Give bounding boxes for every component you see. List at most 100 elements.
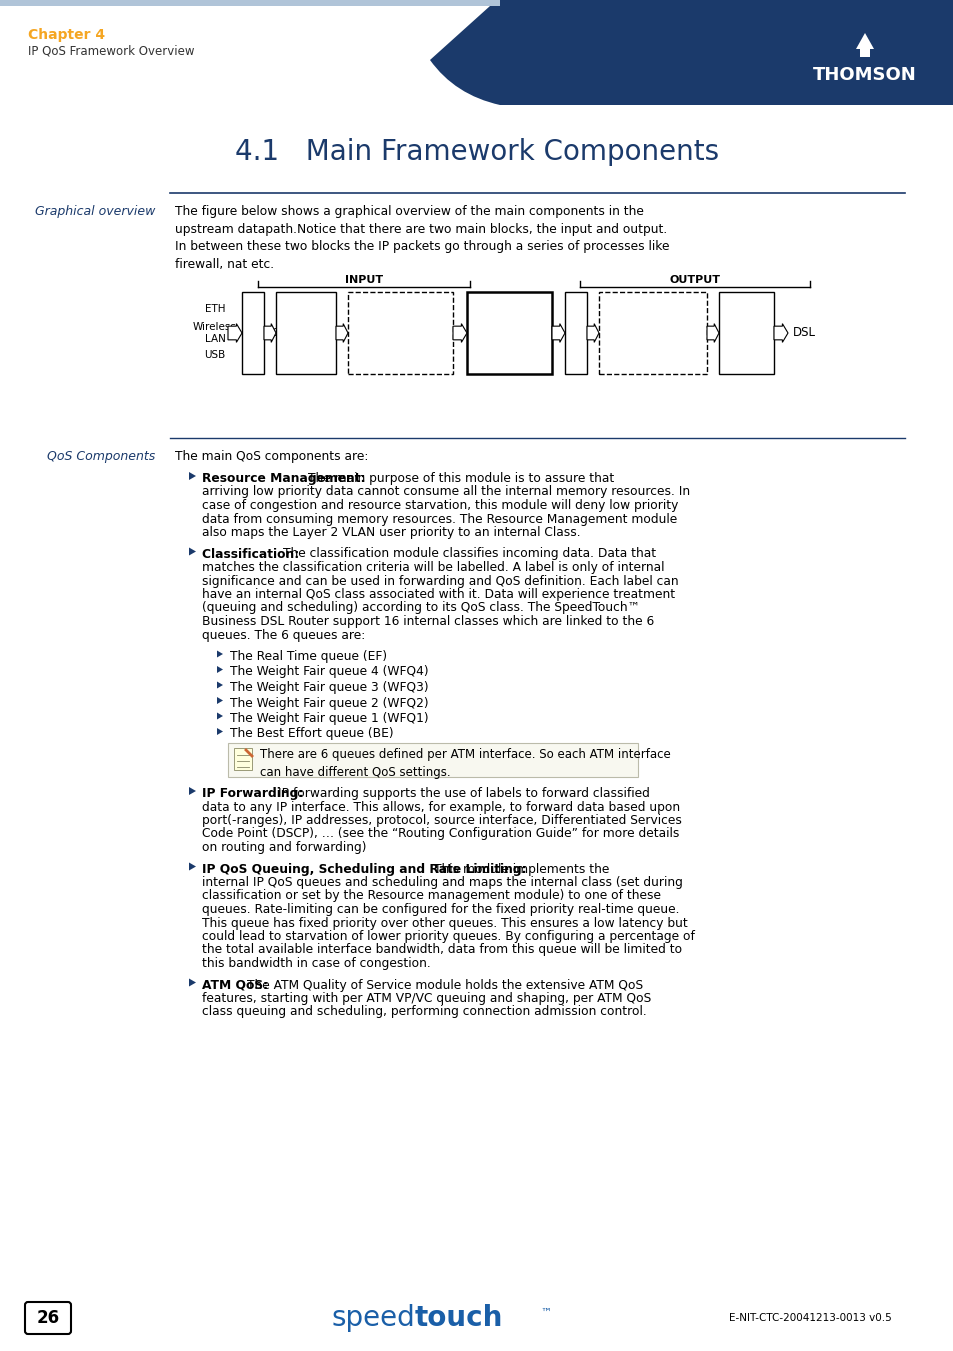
Polygon shape — [216, 697, 223, 704]
Text: The Weight Fair queue 3 (WFQ3): The Weight Fair queue 3 (WFQ3) — [230, 681, 428, 694]
Text: IP forwarding supports the use of labels to forward classified: IP forwarding supports the use of labels… — [277, 788, 649, 800]
Text: arriving low priority data cannot consume all the internal memory resources. In: arriving low priority data cannot consum… — [202, 485, 689, 499]
Polygon shape — [216, 728, 223, 735]
Text: The Weight Fair queue 1 (WFQ1): The Weight Fair queue 1 (WFQ1) — [230, 712, 428, 725]
PathPatch shape — [430, 5, 953, 105]
Polygon shape — [216, 666, 223, 673]
Text: features, starting with per ATM VP/VC queuing and shaping, per ATM QoS: features, starting with per ATM VP/VC qu… — [202, 992, 651, 1005]
Polygon shape — [216, 712, 223, 720]
Bar — [275, 292, 335, 374]
FancyBboxPatch shape — [25, 1302, 71, 1333]
Text: The main QoS components are:: The main QoS components are: — [174, 450, 368, 463]
Text: could lead to starvation of lower priority queues. By configuring a percentage o: could lead to starvation of lower priori… — [202, 929, 694, 943]
Text: OUTPUT: OUTPUT — [669, 276, 720, 285]
Text: The classification module classifies incoming data. Data that: The classification module classifies inc… — [282, 547, 656, 561]
Text: queues. Rate-limiting can be configured for the fixed priority real-time queue.: queues. Rate-limiting can be configured … — [202, 902, 679, 916]
Text: destination
or
label-based: destination or label-based — [372, 328, 428, 363]
Text: IP forwarding: IP forwarding — [368, 305, 432, 316]
Text: matches the classification criteria will be labelled. A label is only of interna: matches the classification criteria will… — [202, 561, 664, 574]
Bar — [719, 292, 773, 374]
Polygon shape — [189, 471, 195, 480]
Text: In between these two blocks the IP packets go through a series of processes like: In between these two blocks the IP packe… — [174, 240, 669, 272]
Text: The figure below shows a graphical overview of the main components in the
upstre: The figure below shows a graphical overv… — [174, 205, 666, 236]
Text: data to any IP interface. This allows, for example, to forward data based upon: data to any IP interface. This allows, f… — [202, 801, 679, 813]
Text: ™: ™ — [539, 1308, 551, 1319]
Text: RESOURCE
MANAGEMENT: RESOURCE MANAGEMENT — [569, 308, 582, 358]
Text: QoS Components: QoS Components — [47, 450, 154, 463]
Text: The Weight Fair queue 4 (WFQ4): The Weight Fair queue 4 (WFQ4) — [230, 666, 428, 678]
Text: The ATM Quality of Service module holds the extensive ATM QoS: The ATM Quality of Service module holds … — [247, 978, 643, 992]
Text: E-NIT-CTC-20041213-0013 v0.5: E-NIT-CTC-20041213-0013 v0.5 — [728, 1313, 890, 1323]
Bar — [348, 292, 453, 374]
Text: Resource Management:: Resource Management: — [202, 471, 370, 485]
Text: ATM QoS:: ATM QoS: — [202, 978, 273, 992]
Polygon shape — [855, 32, 873, 57]
Text: This queue has fixed priority over other queues. This ensures a low latency but: This queue has fixed priority over other… — [202, 916, 687, 929]
Bar — [598, 292, 706, 374]
Text: speed: speed — [331, 1304, 415, 1332]
Bar — [242, 292, 264, 374]
Text: Business DSL Router support 16 internal classes which are linked to the 6: Business DSL Router support 16 internal … — [202, 615, 654, 628]
Polygon shape — [706, 324, 719, 342]
Polygon shape — [189, 978, 195, 986]
Bar — [233, 748, 252, 770]
Text: case of congestion and resource starvation, this module will deny low priority: case of congestion and resource starvati… — [202, 499, 678, 512]
Text: RESOURCE
MANAGEMENT: RESOURCE MANAGEMENT — [246, 308, 259, 358]
Text: port(-ranges), IP addresses, protocol, source interface, Differentiated Services: port(-ranges), IP addresses, protocol, s… — [202, 815, 681, 827]
Polygon shape — [228, 324, 242, 342]
Text: 26: 26 — [36, 1309, 59, 1327]
Polygon shape — [189, 788, 195, 794]
Polygon shape — [264, 324, 275, 342]
Polygon shape — [335, 324, 348, 342]
Text: There are 6 queues defined per ATM interface. So each ATM interface
can have dif: There are 6 queues defined per ATM inter… — [260, 748, 670, 780]
Text: USB: USB — [204, 350, 226, 359]
Text: IP Forwarding:: IP Forwarding: — [202, 788, 307, 800]
Text: INPUT: INPUT — [345, 276, 383, 285]
Text: THOMSON: THOMSON — [812, 66, 916, 84]
Text: ETH: ETH — [205, 304, 225, 313]
Polygon shape — [586, 324, 598, 342]
Text: Packect
handeling: Packect handeling — [474, 317, 543, 349]
Bar — [0, 0, 953, 5]
Text: DSL: DSL — [792, 327, 815, 339]
Text: Wireless
LAN: Wireless LAN — [193, 322, 236, 345]
Bar — [467, 292, 552, 374]
Polygon shape — [216, 650, 223, 658]
Text: The Best Effort queue (BE): The Best Effort queue (BE) — [230, 727, 394, 740]
Text: The Weight Fair queue 2 (WFQ2): The Weight Fair queue 2 (WFQ2) — [230, 697, 428, 709]
Text: Graphical overview: Graphical overview — [34, 205, 154, 218]
Text: data from consuming memory resources. The Resource Management module: data from consuming memory resources. Th… — [202, 512, 677, 526]
Text: IP QoS Queuing, Scheduling and Rate Limiting:: IP QoS Queuing, Scheduling and Rate Limi… — [202, 862, 530, 875]
Text: on routing and forwarding): on routing and forwarding) — [202, 842, 366, 854]
Text: Classification: Classification — [271, 328, 340, 338]
Text: IP QoS
queuing
+
scheduling
+
rate limiting: IP QoS queuing + scheduling + rate limit… — [624, 305, 680, 370]
Text: internal IP QoS queues and scheduling and maps the internal class (set during: internal IP QoS queues and scheduling an… — [202, 875, 682, 889]
Text: The Real Time queue (EF): The Real Time queue (EF) — [230, 650, 387, 663]
Text: touch: touch — [415, 1304, 503, 1332]
Text: (queuing and scheduling) according to its QoS class. The SpeedTouch™: (queuing and scheduling) according to it… — [202, 601, 639, 615]
Bar — [564, 292, 586, 374]
Polygon shape — [189, 862, 195, 870]
Text: Chapter 4: Chapter 4 — [28, 28, 105, 42]
Text: ATM
QoS: ATM QoS — [734, 322, 757, 345]
Text: This module implements the: This module implements the — [434, 862, 609, 875]
Polygon shape — [216, 681, 223, 689]
Text: queues. The 6 queues are:: queues. The 6 queues are: — [202, 628, 365, 642]
Text: have an internal QoS class associated with it. Data will experience treatment: have an internal QoS class associated wi… — [202, 588, 675, 601]
Text: also maps the Layer 2 VLAN user priority to an internal Class.: also maps the Layer 2 VLAN user priority… — [202, 526, 580, 539]
Bar — [499, 0, 953, 105]
Text: the total available interface bandwidth, data from this queue will be limited to: the total available interface bandwidth,… — [202, 943, 681, 957]
Text: 4.1   Main Framework Components: 4.1 Main Framework Components — [234, 138, 719, 166]
Text: class queuing and scheduling, performing connection admission control.: class queuing and scheduling, performing… — [202, 1005, 646, 1019]
Text: classification or set by the Resource management module) to one of these: classification or set by the Resource ma… — [202, 889, 660, 902]
Text: IP QoS Framework Overview: IP QoS Framework Overview — [28, 45, 194, 58]
Polygon shape — [189, 547, 195, 555]
Polygon shape — [453, 324, 467, 342]
Polygon shape — [552, 324, 564, 342]
Text: this bandwidth in case of congestion.: this bandwidth in case of congestion. — [202, 957, 431, 970]
Bar — [228, 743, 638, 777]
Polygon shape — [773, 324, 787, 342]
Text: Code Point (DSCP), … (see the “Routing Configuration Guide” for more details: Code Point (DSCP), … (see the “Routing C… — [202, 828, 679, 840]
Text: Classification:: Classification: — [202, 547, 303, 561]
Text: significance and can be used in forwarding and QoS definition. Each label can: significance and can be used in forwardi… — [202, 574, 678, 588]
